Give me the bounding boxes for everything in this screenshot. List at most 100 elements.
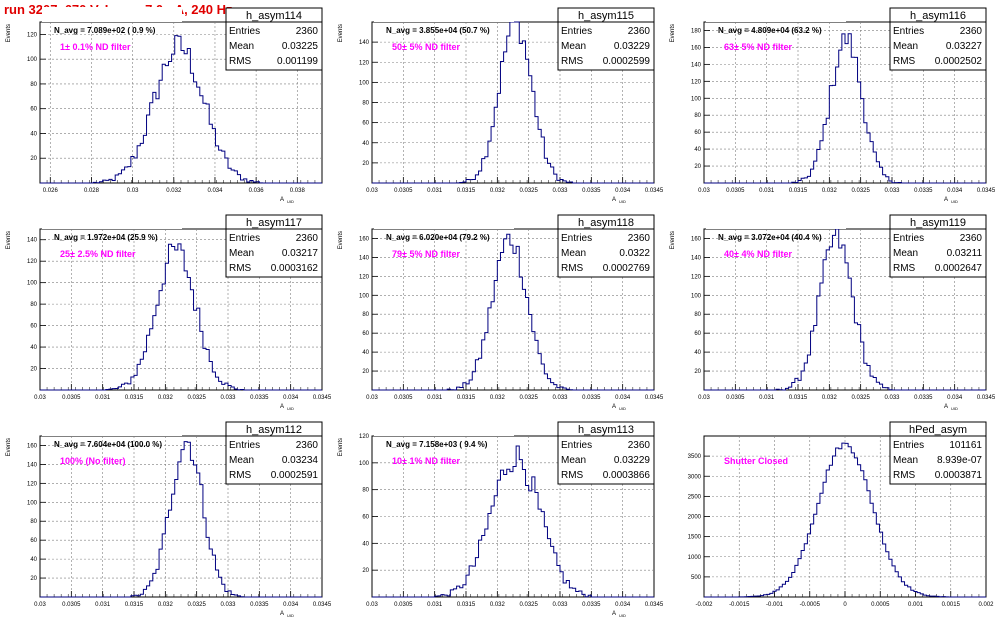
x-tick-label: 0.0305	[62, 602, 81, 608]
y-axis-title: Events	[6, 24, 12, 42]
x-tick-label: 0.032	[490, 395, 506, 401]
histogram-line	[704, 228, 986, 391]
stats-key: RMS	[893, 56, 916, 67]
navg-label: N_avg = 7.604e+04 (100.0 %)	[54, 440, 162, 449]
x-tick-label: 0.033	[552, 188, 568, 194]
x-tick-label: 0.0345	[645, 395, 664, 401]
y-tick-label: 20	[362, 568, 369, 574]
stats-value: 0.0002647	[935, 263, 983, 274]
x-tick-label: 0.032	[822, 395, 838, 401]
stats-title: h_asym119	[910, 217, 966, 229]
y-tick-label: 3000	[688, 474, 702, 480]
stats-key: RMS	[893, 263, 916, 274]
stats-key: RMS	[229, 263, 252, 274]
stats-box	[889, 7, 987, 71]
stats-value: 0.0003162	[271, 263, 319, 274]
x-tick-label: 0.0305	[726, 395, 745, 401]
x-tick-label: 0.0005	[871, 602, 890, 608]
y-axis-title: Events	[6, 438, 12, 456]
x-tick-label: 0.032	[158, 602, 174, 608]
y-tick-label: 140	[27, 238, 38, 244]
x-tick-label: 0.033	[220, 395, 236, 401]
stats-title: h_asym113	[578, 424, 634, 436]
x-tick-label: 0.0325	[187, 395, 206, 401]
y-tick-label: 80	[30, 82, 37, 88]
y-tick-label: 40	[30, 345, 37, 351]
x-tick-label: 0.03	[34, 602, 46, 608]
y-tick-label: 100	[27, 281, 38, 287]
stats-title: h_asym115	[578, 10, 634, 22]
stats-key: Entries	[561, 440, 592, 451]
x-tick-label: 0.031	[95, 395, 111, 401]
y-tick-label: 100	[359, 80, 370, 86]
x-tick-label: 0.0325	[851, 395, 870, 401]
stats-key: Entries	[893, 26, 924, 37]
x-tick-label: 0.034	[947, 188, 963, 194]
x-tick-label: 0.0335	[250, 602, 269, 608]
x-tick-label: 0.038	[290, 188, 306, 194]
x-tick-label: 0.03	[366, 602, 378, 608]
y-tick-label: 20	[30, 367, 37, 373]
x-tick-label: 0.0345	[977, 395, 996, 401]
y-tick-label: 20	[694, 164, 701, 170]
navg-label: N_avg = 7.089e+02 ( 0.9 %)	[54, 26, 156, 35]
y-tick-label: 160	[691, 236, 702, 242]
histogram-panel-h_asym116: 0.03 0.0305 0.031 0.0315 0.032 0.0325 0.033 0.0…	[670, 7, 996, 204]
y-tick-label: 20	[694, 369, 701, 375]
x-axis-title: A	[944, 197, 948, 203]
stats-key: Mean	[561, 41, 586, 52]
stats-box	[225, 7, 323, 71]
y-tick-label: 40	[694, 350, 701, 356]
x-tick-label: 0.03	[366, 395, 378, 401]
y-tick-label: 40	[362, 141, 369, 147]
x-tick-label: 0.036	[249, 188, 265, 194]
x-tick-label: 0.0315	[789, 188, 808, 194]
x-axis-title: A	[612, 404, 616, 410]
x-tick-label: 0.034	[283, 602, 299, 608]
y-tick-label: 80	[362, 312, 369, 318]
x-tick-label: 0.0315	[789, 395, 808, 401]
y-tick-label: 40	[30, 131, 37, 137]
y-tick-label: 60	[362, 121, 369, 127]
x-tick-label: 0.0335	[582, 188, 601, 194]
x-tick-label: 0.0335	[914, 188, 933, 194]
stats-value: 0.0003871	[935, 470, 983, 481]
stats-value: 2360	[628, 26, 651, 37]
stats-key: RMS	[561, 56, 584, 67]
y-tick-label: 180	[691, 28, 702, 34]
x-tick-label: 0.033	[884, 188, 900, 194]
histogram-panel-h_asym113: 0.03 0.0305 0.031 0.0315 0.032 0.0325 0.033 0.0…	[338, 421, 664, 618]
stats-value: 0.0003866	[603, 470, 651, 481]
x-tick-label: 0.026	[43, 188, 59, 194]
filter-label: 1± 0.1% ND filter	[60, 42, 131, 52]
x-tick-label: 0.031	[427, 395, 443, 401]
x-tick-label: 0.001	[908, 602, 924, 608]
y-tick-label: 160	[359, 236, 370, 242]
stats-value: 0.0002591	[271, 470, 319, 481]
histogram-line	[40, 35, 322, 184]
filter-label: 10± 1% ND filter	[392, 456, 460, 466]
x-tick-label: 0.0015	[942, 602, 961, 608]
x-axis-title: A	[280, 611, 284, 617]
y-tick-label: 80	[30, 302, 37, 308]
y-tick-label: 100	[691, 293, 702, 299]
stats-value: 2360	[628, 440, 651, 451]
y-tick-label: 1500	[688, 535, 702, 541]
x-tick-label: 0.033	[884, 395, 900, 401]
y-tick-label: 20	[362, 161, 369, 167]
stats-value: 0.0002599	[603, 56, 651, 67]
histogram-line	[704, 442, 986, 598]
stats-key: Entries	[229, 233, 260, 244]
x-tick-label: 0.032	[490, 188, 506, 194]
navg-box	[706, 7, 846, 22]
stats-value: 2360	[960, 26, 983, 37]
stats-key: Entries	[229, 440, 260, 451]
x-tick-label: 0.033	[552, 395, 568, 401]
stats-value: 0.0002502	[935, 56, 983, 67]
histogram-panel-h_asym112: 0.03 0.0305 0.031 0.0315 0.032 0.0325 0.033 0.0…	[6, 421, 332, 618]
x-tick-label: 0.031	[759, 188, 775, 194]
y-tick-label: 40	[362, 350, 369, 356]
x-tick-label: 0.031	[759, 395, 775, 401]
histogram-line	[40, 441, 322, 598]
navg-label: N_avg = 3.072e+04 (40.4 %)	[718, 233, 822, 242]
